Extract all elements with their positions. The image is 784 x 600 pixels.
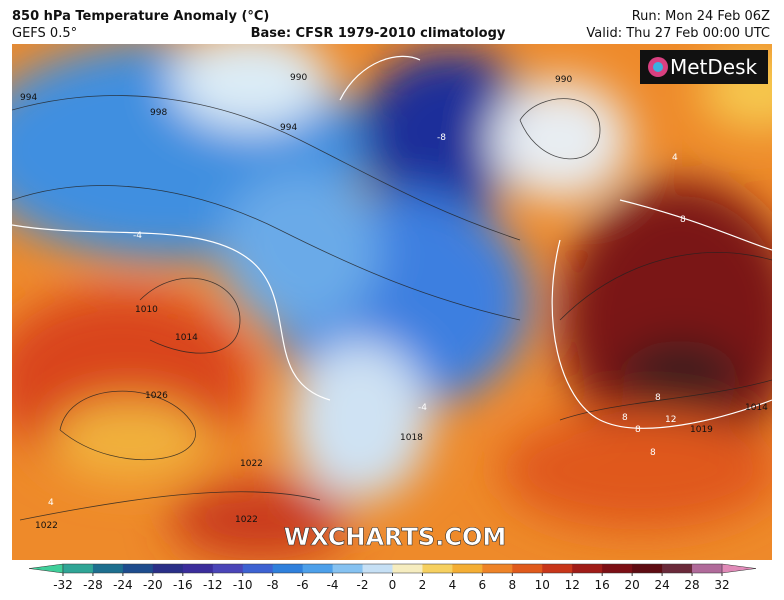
base: Base: CFSR 1979-2010 climatology (251, 26, 506, 41)
colorbar-tick-label: 12 (565, 578, 580, 592)
isobar-label: 1022 (235, 515, 258, 525)
anomaly-label: -4 (133, 231, 142, 241)
colorbar-tick-label: -28 (83, 578, 103, 592)
colorbar-tick-label: -32 (53, 578, 73, 592)
isobar-label: 990 (555, 75, 572, 85)
colorbar-tick-label: 28 (684, 578, 699, 592)
colorbar-tick-label: -4 (327, 578, 339, 592)
colorbar-segment (242, 564, 274, 573)
colorbar-segment (152, 564, 184, 573)
colorbar-tick-label: -10 (233, 578, 253, 592)
colorbar-tick-label: -20 (143, 578, 163, 592)
colorbar-tick-label: 10 (535, 578, 550, 592)
colorbar-segment (362, 564, 393, 573)
colorbar-segment (422, 564, 453, 573)
anomaly-label: 12 (665, 415, 676, 425)
colorbar-segment (182, 564, 214, 573)
colorbar-segment (122, 564, 154, 573)
anomaly-label: 8 (650, 448, 656, 458)
colorbar-segment (602, 564, 633, 573)
map: 994 998 990 994 990 1010 1014 1026 1022 1022 1022 1… (12, 44, 772, 560)
isobar-label: 1022 (35, 521, 58, 531)
isobar-label: 994 (20, 93, 37, 103)
colorbar-tick-label: -6 (297, 578, 309, 592)
colorbar-tick-label: -16 (173, 578, 193, 592)
colorbar-tick-label: -8 (267, 578, 279, 592)
colorbar-tick-label: 32 (714, 578, 729, 592)
colorbar-segment (302, 564, 334, 573)
watermark: WXCHARTS.COM (284, 523, 506, 551)
colorbar-tick-label: -12 (203, 578, 223, 592)
isobar-label: 1014 (745, 403, 768, 413)
colorbar-segment (632, 564, 663, 573)
colorbar-segment (542, 564, 573, 573)
colorbar-segment (63, 564, 94, 573)
isobar-label: 1026 (145, 391, 168, 401)
colorbar-tick-label: 0 (389, 578, 397, 592)
isobar-label: 1019 (690, 425, 713, 435)
colorbar-tick-label: 2 (419, 578, 427, 592)
isobar-label: 1022 (240, 459, 263, 469)
anomaly-label: -4 (418, 403, 427, 413)
colorbar-tick-label: 8 (508, 578, 516, 592)
colorbar-end (721, 563, 757, 574)
title: 850 hPa Temperature Anomaly (°C) (12, 9, 269, 24)
colorbar-segment (92, 564, 124, 573)
colorbar-tick-label: 6 (479, 578, 487, 592)
anomaly-label: 8 (680, 215, 686, 225)
isobar-label: 1014 (175, 333, 198, 343)
anomaly-label: -8 (437, 133, 446, 143)
isobar-label: 998 (150, 108, 167, 118)
colorbar-tick-label: 24 (654, 578, 669, 592)
colorbar-segment (452, 564, 483, 573)
colorbar-tick-label: -24 (113, 578, 133, 592)
isobar-label: 990 (290, 73, 307, 83)
colorbar-segment (662, 564, 693, 573)
colorbar: -32 -28 -24 -20 -16 -12 -10 -8 -6 -4 -2 0 2 4 6 8 10 12 16… (28, 563, 757, 592)
colorbar-end (28, 563, 64, 574)
valid: Valid: Thu 27 Feb 00:00 UTC (586, 26, 770, 41)
colorbar-segment (482, 564, 513, 573)
isobar-label: 1010 (135, 305, 158, 315)
colorbar-segment (692, 564, 723, 573)
anomaly-label: 8 (655, 393, 661, 403)
isobar-label: 994 (280, 123, 297, 133)
colorbar-tick-label: 4 (449, 578, 457, 592)
anomaly-label: 8 (635, 425, 641, 435)
logo: MetDesk (640, 50, 768, 84)
colorbar-tick-label: 16 (595, 578, 610, 592)
colorbar-segment (392, 564, 423, 573)
colorbar-tick-label: -2 (357, 578, 369, 592)
colorbar-segment (272, 564, 304, 573)
colorbar-segment (512, 564, 543, 573)
logo-text: MetDesk (670, 55, 758, 79)
anomaly-label: 4 (48, 498, 54, 508)
run: Run: Mon 24 Feb 06Z (632, 9, 770, 24)
anomaly-label: 8 (622, 413, 628, 423)
colorbar-segment (212, 564, 244, 573)
isobar-label: 1018 (400, 433, 423, 443)
model: GEFS 0.5° (12, 26, 77, 41)
colorbar-tick-label: 20 (624, 578, 639, 592)
colorbar-segment (572, 564, 603, 573)
colorbar-segment (332, 564, 364, 573)
anomaly-label: 4 (672, 153, 678, 163)
